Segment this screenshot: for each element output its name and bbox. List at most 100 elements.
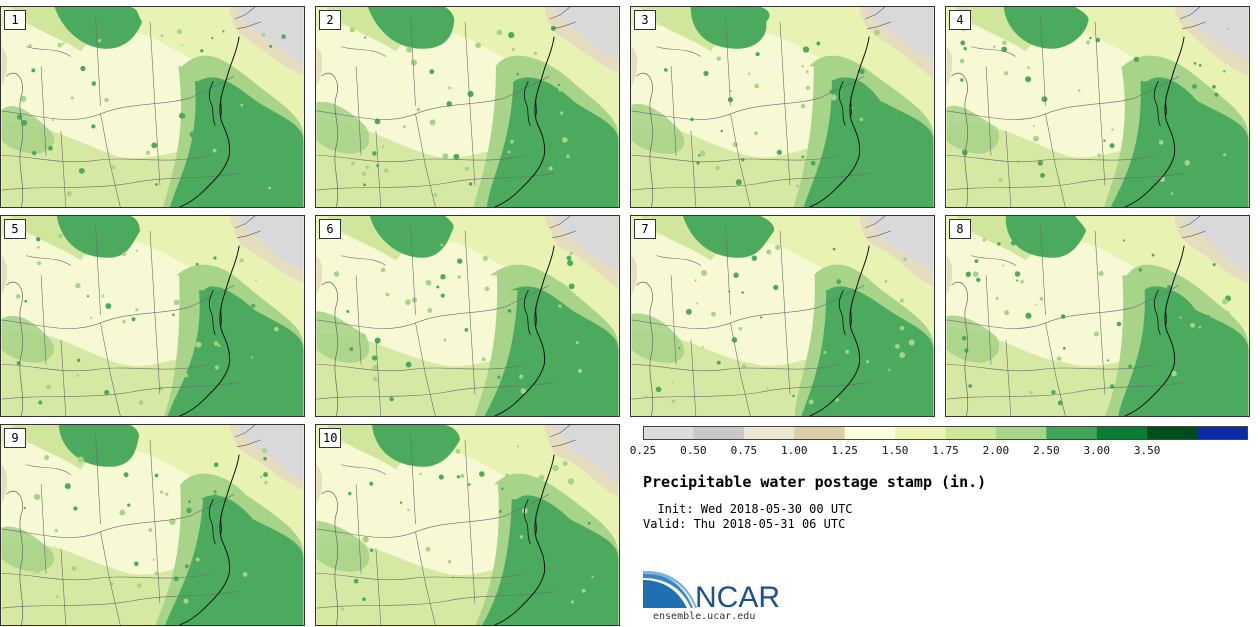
state-border (26, 464, 71, 475)
pw-speckle (467, 90, 474, 98)
pw-speckle (965, 271, 971, 277)
pw-speckle (222, 30, 225, 33)
pw-map (1, 7, 304, 207)
pw-speckle (186, 507, 192, 514)
state-border (235, 7, 262, 30)
pw-speckle (455, 448, 461, 454)
colorbar-swatch (643, 426, 694, 440)
pw-speckle (468, 182, 473, 186)
pw-speckle (1004, 71, 1009, 76)
pw-speckle (766, 249, 772, 255)
pw-speckle (519, 374, 524, 379)
state-border (415, 531, 436, 625)
pw-speckle (36, 237, 41, 242)
pw-region-dry (1, 464, 8, 505)
pw-speckle (694, 279, 697, 282)
pw-speckle (1107, 359, 1110, 362)
pw-speckle (104, 97, 109, 103)
pw-speckle (70, 96, 74, 100)
state-border (1, 173, 240, 191)
pw-speckle (1020, 280, 1024, 284)
pw-speckle (1004, 310, 1010, 316)
state-border (670, 275, 677, 365)
colorbar-tick-label: 1.75 (932, 444, 959, 457)
pw-speckle (795, 184, 800, 188)
state-border (189, 76, 235, 99)
state-border (464, 439, 476, 604)
pw-map (316, 216, 619, 416)
state-border (95, 16, 101, 107)
pw-speckle (510, 139, 514, 144)
pw-speckle (1138, 268, 1143, 272)
pw-speckle (1025, 312, 1032, 319)
pw-speckle (1040, 172, 1045, 178)
pw-speckle (436, 285, 440, 289)
colorbar-tick-label: 1.25 (831, 444, 858, 457)
pw-speckle (1171, 370, 1177, 377)
pw-speckle (178, 112, 186, 119)
pw-region-very-dry (1182, 216, 1249, 273)
state-border (40, 66, 47, 156)
pw-speckle (402, 125, 406, 129)
pw-speckle (1010, 240, 1017, 246)
pw-speckle (364, 36, 367, 39)
pw-speckle (427, 307, 433, 313)
pw-speckle (213, 341, 219, 346)
pw-speckle (888, 368, 891, 372)
pw-speckle (380, 267, 386, 273)
pw-speckle (35, 569, 40, 574)
pw-speckle (808, 399, 814, 405)
pw-speckle (23, 507, 26, 510)
pw-speckle (534, 489, 537, 492)
state-border (1045, 113, 1066, 207)
pw-region-moist (1005, 216, 1087, 258)
pw-speckle (75, 282, 81, 289)
member-label: 9 (4, 428, 26, 448)
pw-speckle (165, 492, 169, 496)
state-border (1, 382, 240, 400)
pw-speckle (242, 572, 248, 577)
pw-speckle (884, 279, 888, 283)
state-border (631, 173, 870, 191)
member-label: 3 (634, 10, 656, 30)
state-border (504, 76, 550, 99)
pw-speckle (960, 78, 964, 82)
pw-speckle (111, 165, 116, 170)
state-border (550, 425, 577, 448)
bay-outline (838, 290, 852, 335)
pw-speckle (828, 146, 835, 152)
pw-speckle (1089, 36, 1092, 40)
pw-speckle (195, 557, 200, 562)
pw-speckle (369, 548, 374, 553)
pw-speckle (464, 166, 470, 172)
pw-speckle (145, 150, 150, 155)
pw-speckle (184, 373, 189, 378)
state-border (355, 484, 362, 574)
pw-speckle (830, 94, 837, 101)
pw-speckle (982, 238, 987, 242)
pw-speckle (557, 83, 561, 87)
state-border (316, 591, 555, 609)
pw-speckle (678, 347, 681, 350)
state-border (26, 46, 71, 57)
colorbar-labels: 0.25 0.50 0.75 1.00 1.25 1.50 1.75 2.00 2.50 3.00… (600, 444, 1260, 460)
pw-speckle (964, 348, 969, 353)
member-label: 8 (949, 219, 971, 239)
pw-region-medium (946, 315, 1000, 363)
pw-speckle (839, 165, 845, 171)
pw-speckle (845, 349, 850, 354)
pw-speckle (1128, 364, 1133, 369)
pw-speckle (700, 269, 708, 277)
pw-speckle (55, 595, 59, 599)
pw-speckle (1161, 122, 1167, 128)
state-border (1094, 21, 1106, 186)
pw-region-moist (56, 216, 141, 258)
map-panel: 1 (0, 6, 305, 208)
pw-speckle (507, 309, 512, 313)
pw-speckle (457, 275, 462, 279)
pw-speckle (188, 500, 191, 504)
state-border (865, 7, 892, 30)
pw-speckle (91, 81, 97, 86)
pw-speckle (1212, 263, 1216, 267)
